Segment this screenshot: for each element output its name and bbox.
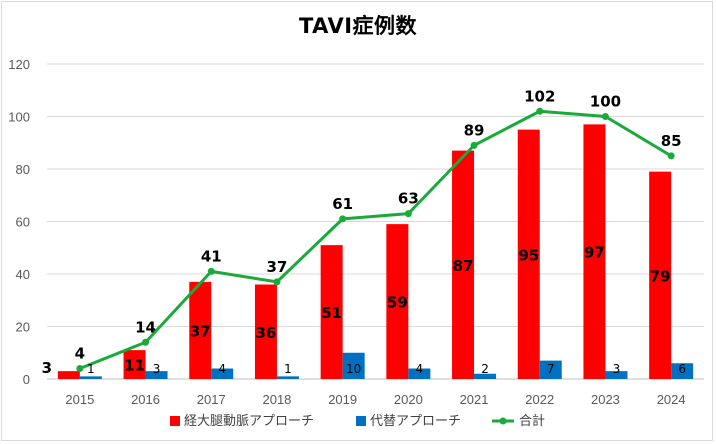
data-label-transfemoral: 79 (650, 267, 671, 285)
y-tick-label: 40 (16, 267, 30, 282)
data-label-total: 61 (332, 195, 353, 213)
legend-swatch-transfemoral (170, 416, 180, 426)
bar-alternative (539, 360, 562, 379)
data-label-total: 89 (464, 121, 485, 139)
data-label-transfemoral: 3 (42, 359, 52, 377)
bar-transfemoral (189, 281, 212, 379)
bar-transfemoral (583, 124, 606, 379)
total-point (339, 215, 347, 223)
data-label-alternative: 10 (346, 362, 361, 376)
data-label-transfemoral: 87 (453, 257, 474, 275)
total-line (79, 109, 672, 370)
data-label-transfemoral: 51 (321, 304, 342, 322)
x-tick-label: 2018 (262, 392, 291, 407)
total-point (207, 267, 215, 275)
y-tick-label: 80 (16, 162, 30, 177)
data-label-alternative: 2 (481, 362, 489, 376)
x-tick-label: 2016 (131, 392, 160, 407)
bar-alternative (671, 363, 694, 379)
bar-alternative (408, 368, 431, 379)
data-label-alternative: 4 (218, 362, 226, 376)
bar-transfemoral (649, 171, 672, 379)
x-tick-label: 2021 (460, 392, 489, 407)
total-point (76, 365, 84, 372)
data-label-alternative: 3 (613, 362, 621, 376)
data-label-total: 41 (201, 247, 222, 265)
total-point (536, 107, 544, 115)
x-tick-label: 2024 (657, 392, 686, 407)
data-label-alternative: 6 (678, 362, 686, 376)
data-label-transfemoral: 59 (387, 294, 408, 312)
data-label-total: 63 (398, 190, 419, 208)
total-point (273, 278, 281, 286)
bar-transfemoral (517, 129, 540, 379)
bar-transfemoral (254, 284, 277, 379)
x-tick-label: 2020 (394, 392, 423, 407)
total-point (601, 113, 609, 120)
total-point (142, 338, 150, 346)
y-tick-label: 20 (16, 320, 30, 335)
bar-alternative (145, 371, 168, 379)
total-point (470, 141, 478, 149)
x-tick-label: 2015 (65, 392, 94, 407)
bar-transfemoral (386, 224, 409, 379)
legend-swatch-alternative (356, 416, 366, 426)
data-label-total: 85 (661, 132, 682, 150)
y-tick-label: 0 (23, 372, 30, 387)
chart-title: TAVI症例数 (298, 14, 418, 38)
bar-alternative (474, 373, 497, 379)
legend-label-total: 合計 (519, 413, 545, 429)
data-label-transfemoral: 37 (190, 322, 211, 340)
bar-transfemoral (57, 371, 80, 379)
x-tick-label: 2022 (525, 392, 554, 407)
total-point (667, 152, 675, 160)
y-tick-label: 120 (8, 57, 30, 72)
data-label-alternative: 3 (153, 362, 161, 376)
bar-alternative (276, 376, 299, 379)
data-label-total: 37 (267, 258, 288, 276)
bar-alternative (79, 376, 102, 379)
bar-transfemoral (452, 150, 475, 379)
data-label-total: 100 (590, 93, 621, 111)
bar-transfemoral (320, 245, 343, 379)
data-label-alternative: 1 (284, 362, 292, 376)
data-label-transfemoral: 97 (584, 244, 605, 262)
y-tick-label: 60 (16, 215, 30, 230)
data-label-alternative: 4 (416, 362, 424, 376)
total-point (404, 210, 412, 218)
legend-label-transfemoral: 経大腿動脈アプローチ (184, 414, 314, 429)
data-label-total: 14 (135, 318, 156, 336)
data-label-total: 102 (524, 87, 555, 105)
legend-marker-total (499, 417, 507, 425)
bar-alternative (342, 352, 365, 379)
x-tick-label: 2023 (591, 392, 620, 407)
x-tick-label: 2019 (328, 392, 357, 407)
x-tick-label: 2017 (197, 392, 226, 407)
legend-label-alternative: 代替アプローチ (370, 414, 461, 429)
bar-transfemoral (123, 350, 146, 379)
data-label-transfemoral: 36 (256, 324, 277, 342)
data-label-alternative: 1 (87, 362, 95, 376)
data-label-total: 4 (75, 345, 85, 363)
y-tick-label: 100 (8, 110, 30, 125)
data-label-transfemoral: 95 (518, 246, 539, 264)
data-label-alternative: 7 (547, 362, 555, 376)
bar-alternative (211, 368, 234, 379)
bar-alternative (605, 371, 628, 379)
data-label-transfemoral: 11 (124, 357, 145, 375)
